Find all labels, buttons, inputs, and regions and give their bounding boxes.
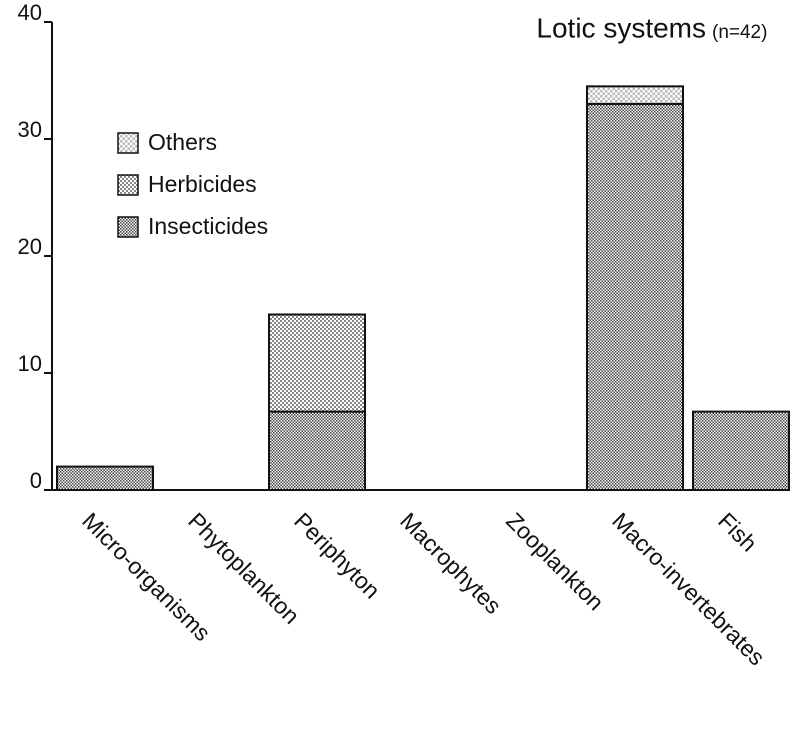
chart-title: Lotic systems xyxy=(536,12,706,43)
y-tick-label: 10 xyxy=(18,351,42,376)
y-tick-label: 30 xyxy=(18,117,42,142)
bar-segment xyxy=(586,85,684,105)
x-tick-label: Fish xyxy=(713,507,762,556)
legend-swatch xyxy=(117,216,139,238)
x-tick-label: Macrophytes xyxy=(395,507,506,618)
bar-segment xyxy=(692,410,790,491)
y-tick-label: 20 xyxy=(18,234,42,259)
legend-label: Insecticides xyxy=(148,213,268,239)
x-tick-label: Phytoplankton xyxy=(183,507,304,628)
y-tick-label: 40 xyxy=(18,0,42,25)
x-tick-label: Periphyton xyxy=(289,507,385,603)
chart-subtitle: (n=42) xyxy=(712,22,767,43)
bar-segment xyxy=(268,410,366,491)
y-tick-label: 0 xyxy=(30,468,42,493)
legend-label: Herbicides xyxy=(148,171,257,197)
legend-label: Others xyxy=(148,129,217,155)
x-tick-label: Zooplankton xyxy=(501,507,609,615)
bar-segment xyxy=(56,465,154,492)
legend-swatch xyxy=(117,132,139,154)
bar-segment xyxy=(268,313,366,413)
bar-segment xyxy=(586,102,684,492)
legend-swatch xyxy=(117,174,139,196)
